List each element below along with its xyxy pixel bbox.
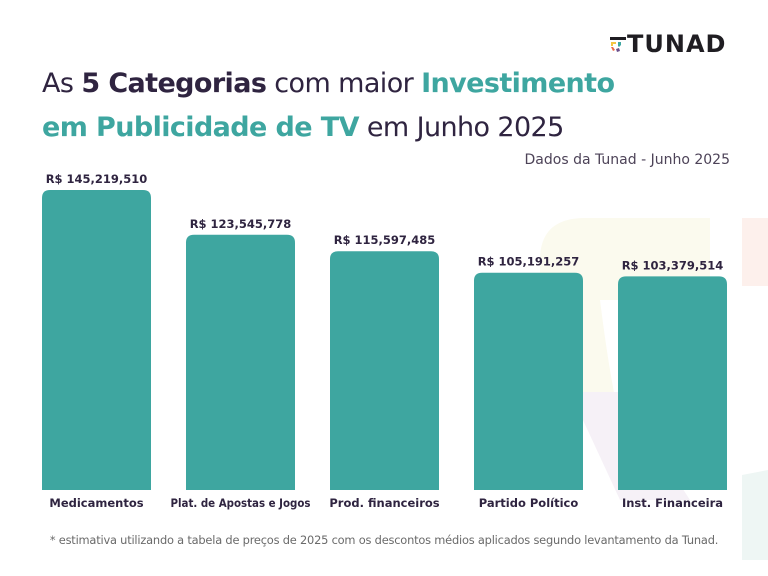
title-text: com maior [266, 68, 422, 99]
category-label: Plat. de Apostas e Jogos [171, 496, 311, 510]
bar-3 [474, 272, 583, 490]
title-highlight-categories: 5 Categorias [81, 68, 267, 99]
bar-1 [186, 234, 295, 490]
title-text: As [42, 68, 82, 99]
footnote: * estimativa utilizando a tabela de preç… [49, 533, 719, 547]
bar-value-label: R$ 145,219,510 [46, 172, 148, 186]
tunad-logo-icon [610, 37, 626, 52]
category-label: Inst. Financeira [622, 496, 723, 510]
bar-value-label: R$ 115,597,485 [334, 233, 436, 247]
page-title: As 5 Categorias com maior Investimento e… [42, 62, 615, 150]
bar-2 [330, 251, 439, 490]
category-label: Medicamentos [49, 496, 143, 510]
title-highlight-investimento: Investimento [421, 68, 615, 99]
title-highlight-publicidade: em Publicidade de TV [42, 112, 360, 143]
bar-value-label: R$ 123,545,778 [190, 217, 292, 231]
watermark-shape-pink [742, 218, 768, 286]
bar-4 [618, 276, 727, 490]
chart-subtitle: Dados da Tunad - Junho 2025 [524, 152, 730, 168]
watermark-shape-mint [742, 470, 768, 560]
title-text: em Junho 2025 [358, 112, 564, 143]
brand-logo: TUNAD [610, 32, 726, 56]
category-label: Partido Político [479, 496, 579, 510]
bar-value-label: R$ 103,379,514 [622, 258, 724, 272]
brand-name: TUNAD [627, 30, 727, 58]
title-line-1: As 5 Categorias com maior Investimento [42, 62, 615, 106]
title-line-2: em Publicidade de TV em Junho 2025 [42, 106, 614, 150]
category-label: Prod. financeiros [329, 496, 439, 510]
bar-0 [42, 190, 151, 490]
bar-value-label: R$ 105,191,257 [478, 255, 580, 269]
